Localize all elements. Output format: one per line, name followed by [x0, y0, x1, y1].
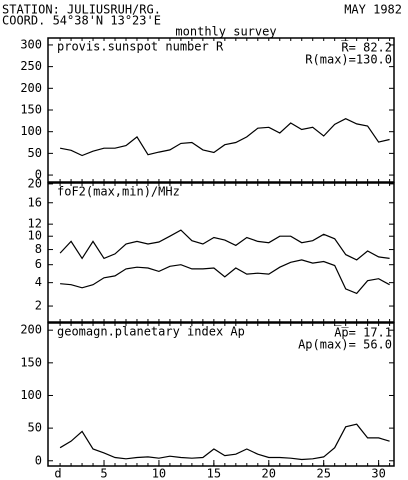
y-tick-label: 50 — [28, 146, 42, 160]
x-tick-label: 20 — [262, 467, 276, 480]
data-line — [59, 229, 390, 261]
y-tick-label: 150 — [20, 355, 42, 369]
x-tick-label: 10 — [152, 467, 166, 480]
y-tick-label: 12 — [28, 217, 42, 231]
x-tick-label: 25 — [316, 467, 330, 480]
y-tick-label: 0 — [35, 453, 42, 467]
annotation: R̅= 82.2 — [341, 39, 392, 54]
x-tick-label: 5 — [100, 467, 107, 480]
data-line — [59, 423, 390, 461]
panel-title: provis.sunspot number R — [57, 40, 224, 54]
x-label: d — [54, 467, 61, 480]
y-tick-label: 20 — [28, 176, 42, 190]
y-tick-label: 50 — [28, 421, 42, 435]
y-tick-label: 2 — [35, 299, 42, 313]
y-tick-label: 250 — [20, 59, 42, 73]
panel-frame — [47, 322, 395, 467]
y-tick-label: 16 — [28, 195, 42, 209]
date: MAY 1982 — [344, 3, 402, 17]
y-tick-label: 10 — [28, 229, 42, 243]
y-tick-label: 100 — [20, 388, 42, 402]
subtitle: monthly survey — [175, 25, 276, 39]
data-line — [60, 259, 390, 295]
x-tick-label: 15 — [207, 467, 221, 480]
station: STATION: JULIUSRUH/RG. — [2, 3, 161, 17]
panel-title: geomagn.planetary index Ap — [57, 325, 245, 339]
panel-frame — [47, 182, 395, 323]
data-line — [59, 118, 390, 157]
annotation: A̅p̅= 17.1 — [334, 324, 392, 339]
coord: COORD. 54°38'N 13°23'E — [2, 14, 161, 28]
y-tick-label: 6 — [35, 257, 42, 271]
y-tick-label: 4 — [35, 275, 42, 289]
y-tick-label: 100 — [20, 124, 42, 138]
annotation: R(max)=130.0 — [305, 53, 392, 67]
x-tick-label: 30 — [371, 467, 385, 480]
y-tick-label: 200 — [20, 323, 42, 337]
y-tick-label: 150 — [20, 103, 42, 117]
y-tick-label: 0 — [35, 168, 42, 182]
y-tick-label: 8 — [35, 242, 42, 256]
y-tick-label: 300 — [20, 37, 42, 51]
y-tick-label: 200 — [20, 81, 42, 95]
annotation: Ap(max)= 56.0 — [298, 338, 392, 352]
panel-title: foF2(max,min)/MHz — [57, 185, 180, 199]
